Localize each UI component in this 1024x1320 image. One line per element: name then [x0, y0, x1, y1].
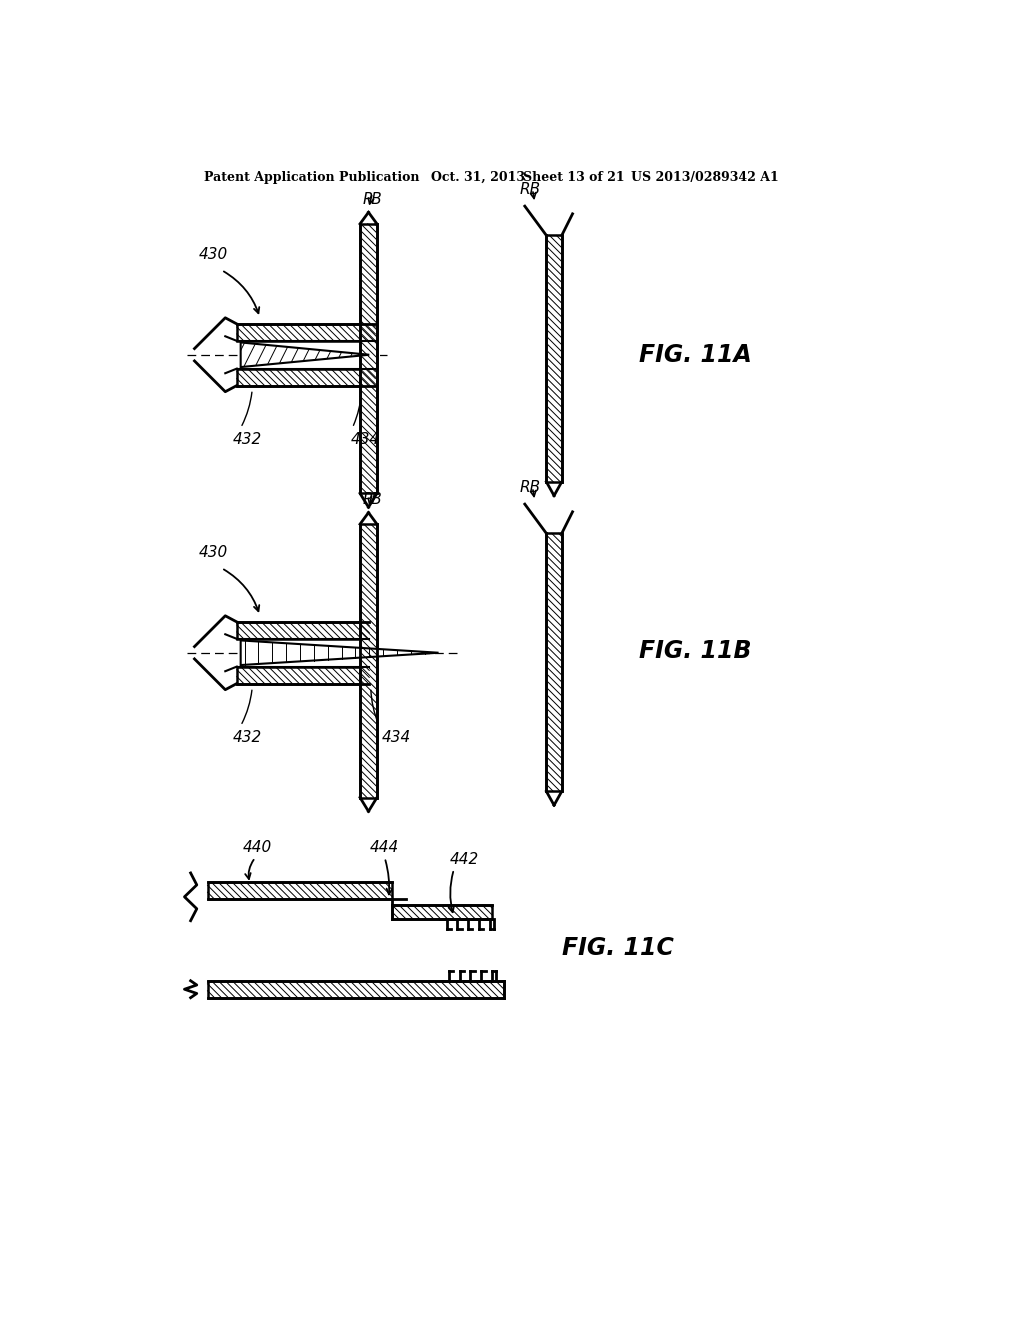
Text: 434: 434 — [382, 730, 411, 744]
Text: 430: 430 — [199, 545, 228, 561]
Text: 440: 440 — [243, 841, 272, 855]
Text: Oct. 31, 2013: Oct. 31, 2013 — [431, 172, 525, 185]
Text: 432: 432 — [233, 432, 262, 446]
Bar — [237, 622, 370, 639]
Text: FIG. 11C: FIG. 11C — [562, 936, 674, 960]
Bar — [237, 667, 370, 684]
Bar — [392, 906, 493, 919]
Text: RB: RB — [519, 480, 541, 495]
Bar — [237, 368, 376, 385]
Text: Patent Application Publication: Patent Application Publication — [204, 172, 419, 185]
Text: 430: 430 — [199, 247, 228, 263]
Polygon shape — [241, 640, 438, 665]
Text: FIG. 11A: FIG. 11A — [639, 343, 752, 367]
Bar — [360, 224, 377, 494]
Text: 432: 432 — [233, 730, 262, 744]
Text: RB: RB — [519, 182, 541, 197]
Bar — [208, 981, 504, 998]
Bar — [237, 323, 376, 341]
Bar — [547, 235, 562, 482]
Text: 444: 444 — [370, 841, 399, 855]
Text: PB: PB — [362, 492, 382, 507]
Text: US 2013/0289342 A1: US 2013/0289342 A1 — [631, 172, 779, 185]
Bar — [360, 524, 377, 797]
Bar — [208, 882, 392, 899]
Text: 442: 442 — [451, 851, 479, 867]
Polygon shape — [241, 342, 370, 367]
Text: FIG. 11B: FIG. 11B — [639, 639, 752, 663]
Text: Sheet 13 of 21: Sheet 13 of 21 — [523, 172, 625, 185]
Text: PB: PB — [362, 191, 382, 207]
Bar — [547, 533, 562, 792]
Text: 434: 434 — [351, 432, 380, 446]
